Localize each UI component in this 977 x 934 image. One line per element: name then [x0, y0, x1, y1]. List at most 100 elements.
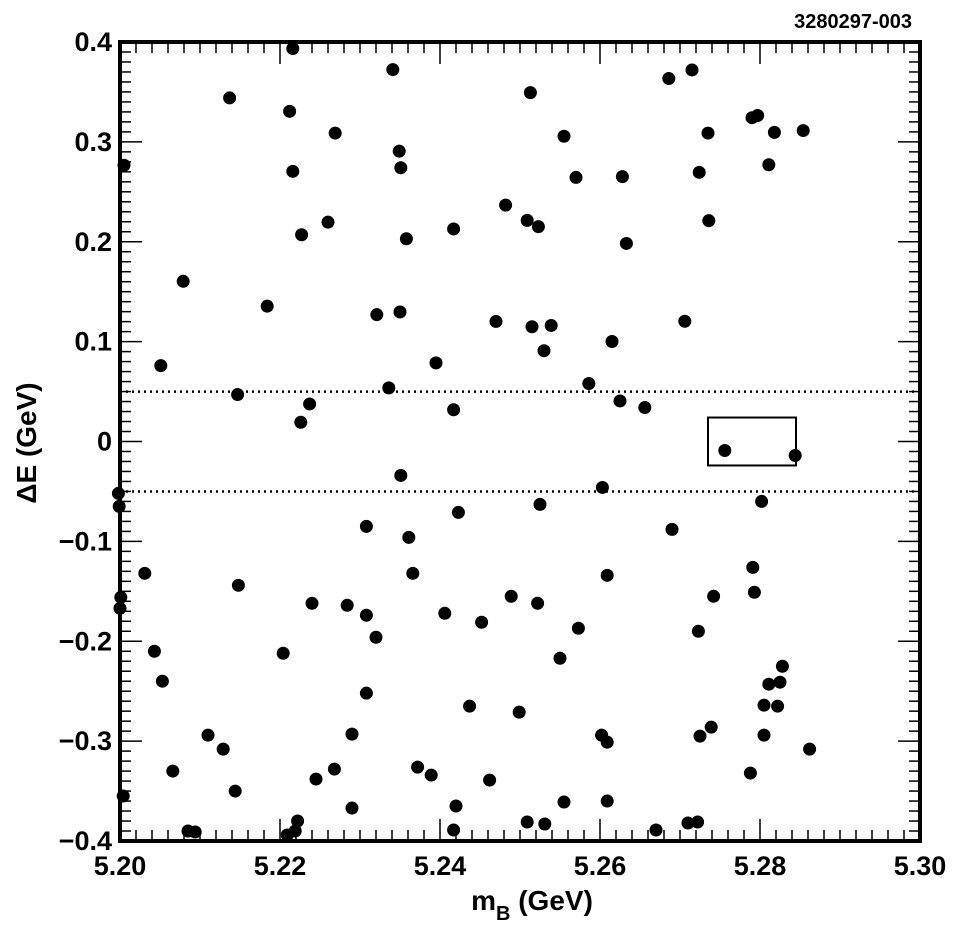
data-point — [531, 596, 545, 610]
data-point — [370, 308, 384, 322]
data-point — [569, 170, 583, 184]
data-point — [402, 530, 416, 544]
data-point — [286, 41, 300, 55]
data-point — [483, 773, 497, 787]
data-point — [309, 772, 323, 786]
data-point — [523, 86, 537, 100]
data-point — [260, 299, 274, 313]
x-axis-title-unit: (GeV) — [510, 885, 592, 916]
data-point — [276, 646, 290, 660]
axis-ticks — [119, 41, 921, 842]
data-point — [691, 815, 705, 829]
data-point — [747, 585, 761, 599]
data-point — [615, 170, 629, 184]
data-point — [386, 63, 400, 77]
data-point — [359, 686, 373, 700]
data-point — [775, 659, 789, 673]
data-point — [767, 125, 781, 139]
data-point — [424, 768, 438, 782]
data-point — [557, 129, 571, 143]
data-point — [600, 568, 614, 582]
data-point — [451, 505, 465, 519]
data-point — [176, 274, 190, 288]
data-point — [447, 823, 461, 837]
data-point — [520, 213, 534, 227]
data-point — [438, 606, 452, 620]
data-point — [216, 742, 230, 756]
data-point — [557, 795, 571, 809]
y-tick-label: 0.4 — [74, 27, 112, 57]
reference-lines — [120, 390, 920, 493]
data-point — [525, 320, 539, 334]
x-tick-label: 5.24 — [414, 851, 467, 881]
data-point — [796, 124, 810, 138]
data-point — [154, 359, 168, 373]
data-point — [429, 356, 443, 370]
data-point — [595, 480, 609, 494]
data-point — [544, 318, 558, 332]
data-point — [399, 232, 413, 246]
data-point — [605, 335, 619, 349]
data-point — [295, 228, 309, 242]
data-point — [537, 344, 551, 358]
x-tick-label: 5.26 — [574, 851, 627, 881]
data-point — [531, 220, 545, 234]
y-tick-label: −0.2 — [59, 626, 112, 656]
data-point — [538, 817, 552, 831]
data-point — [685, 63, 699, 77]
data-point — [681, 816, 695, 830]
data-point — [613, 394, 627, 408]
data-point — [327, 762, 341, 776]
data-point — [718, 443, 732, 457]
y-tick-label: −0.4 — [59, 826, 112, 856]
data-point — [294, 415, 308, 429]
data-point — [223, 91, 237, 105]
y-tick-label: 0 — [97, 427, 112, 457]
data-point — [328, 126, 342, 140]
data-point — [773, 675, 787, 689]
x-axis-title-sub: B — [496, 903, 510, 925]
data-point — [582, 376, 596, 390]
data-point — [755, 494, 769, 508]
data-point — [499, 198, 513, 212]
data-point — [746, 560, 760, 574]
data-point — [678, 314, 692, 328]
data-point — [619, 236, 633, 250]
data-point — [751, 109, 765, 123]
figure-code: 3280297-003 — [794, 11, 912, 33]
data-points — [111, 41, 817, 842]
data-point — [303, 397, 317, 411]
plot-frame — [118, 40, 922, 843]
data-point — [600, 794, 614, 808]
data-point — [394, 468, 408, 482]
data-point — [392, 144, 406, 158]
data-point — [321, 215, 335, 229]
data-point — [382, 381, 396, 395]
data-point — [291, 814, 305, 828]
y-tick-labels: 0.4 0.3 0.2 0.1 0 −0.1 −0.2 −0.3 −0.4 — [59, 27, 112, 856]
data-point — [662, 72, 676, 86]
data-point — [692, 165, 706, 179]
y-tick-label: −0.1 — [59, 526, 112, 556]
data-point — [463, 699, 477, 713]
x-tick-label: 5.28 — [734, 851, 787, 881]
x-axis-title: mB (GeV) — [471, 885, 593, 925]
data-point — [147, 644, 161, 658]
data-point — [757, 728, 771, 742]
data-point — [649, 823, 663, 837]
data-point — [600, 735, 614, 749]
y-axis-title: ΔE (GeV) — [11, 382, 42, 503]
data-point — [345, 727, 359, 741]
data-point — [757, 698, 771, 712]
data-point — [704, 720, 718, 734]
data-point — [340, 598, 354, 612]
y-tick-label: −0.3 — [59, 726, 112, 756]
data-point — [702, 214, 716, 228]
data-point — [286, 164, 300, 178]
data-point — [447, 222, 461, 236]
data-point — [406, 566, 420, 580]
data-point — [520, 815, 534, 829]
data-point — [762, 158, 776, 172]
data-point — [393, 305, 407, 319]
